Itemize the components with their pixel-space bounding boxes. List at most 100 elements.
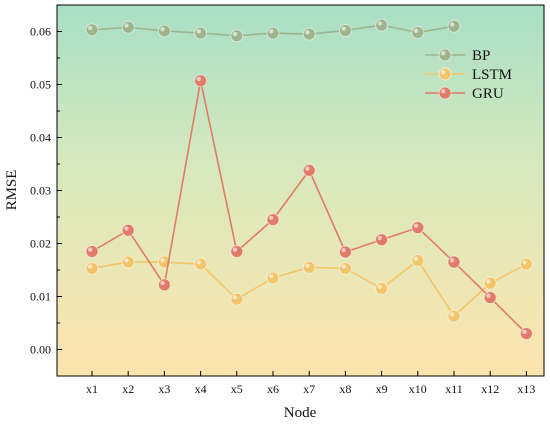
legend-marker-highlight: [441, 89, 446, 94]
data-point-highlight: [341, 264, 346, 269]
data-point-gru: [266, 213, 280, 227]
data-point-bp: [302, 27, 316, 41]
x-axis-title: Node: [284, 405, 317, 421]
data-point-highlight: [124, 23, 129, 28]
data-point-highlight: [160, 280, 165, 286]
plot-background: [57, 5, 544, 376]
data-point-highlight: [232, 31, 238, 37]
data-point-lstm: [266, 271, 280, 285]
data-point-bp: [121, 20, 135, 34]
data-point-lstm: [375, 282, 389, 296]
data-point-gru: [157, 278, 171, 292]
data-point-bp: [85, 23, 99, 37]
data-point-highlight: [377, 235, 382, 241]
legend-marker: [438, 67, 452, 81]
legend-item-bp: BP: [425, 48, 490, 64]
data-point-highlight: [124, 226, 129, 231]
y-tick-label: 0.05: [30, 78, 51, 92]
x-tick-label: x4: [195, 382, 207, 396]
y-tick-label: 0.01: [30, 290, 51, 304]
data-point-highlight: [522, 329, 527, 334]
data-point-highlight: [88, 264, 93, 269]
y-axis: 0.00 0.01 0.02 0.03 0.04 0.05 0.06: [30, 25, 62, 357]
data-point-gru: [194, 74, 208, 88]
data-point-highlight: [413, 256, 419, 261]
data-point-bp: [230, 29, 244, 43]
data-point-highlight: [377, 284, 382, 289]
x-tick-label: x6: [267, 382, 279, 396]
series-layer: [85, 18, 533, 341]
data-point-lstm: [194, 257, 208, 271]
data-point-highlight: [341, 247, 346, 253]
data-point-bp: [194, 26, 208, 40]
data-point-lstm: [411, 253, 425, 267]
data-point-lstm: [85, 261, 99, 275]
y-tick-label: 0.04: [30, 131, 51, 145]
data-point-lstm: [447, 309, 461, 323]
data-point-highlight: [196, 260, 201, 265]
data-point-highlight: [160, 26, 165, 32]
x-tick-label: x13: [517, 382, 535, 396]
data-point-highlight: [88, 25, 93, 31]
legend-item-gru: GRU: [425, 86, 504, 102]
series-gru: [85, 74, 533, 341]
y-tick-label: 0.03: [30, 184, 51, 198]
data-point-lstm: [230, 292, 244, 306]
data-point-gru: [375, 233, 389, 247]
data-point-lstm: [121, 255, 135, 269]
data-point-highlight: [232, 295, 238, 300]
x-tick-label: x3: [158, 382, 170, 396]
legend-label: LSTM: [472, 67, 512, 83]
data-point-highlight: [305, 30, 310, 35]
data-point-lstm: [483, 276, 497, 290]
x-tick-label: x9: [376, 382, 388, 396]
data-point-highlight: [341, 26, 346, 31]
data-point-gru: [447, 255, 461, 269]
legend-label: BP: [472, 48, 490, 64]
y-axis-title: RMSE: [4, 170, 20, 211]
data-point-gru: [519, 327, 533, 341]
data-point-highlight: [124, 258, 129, 263]
data-point-lstm: [338, 261, 352, 275]
data-point-bp: [338, 23, 352, 37]
data-point-highlight: [486, 279, 491, 284]
data-point-highlight: [413, 28, 419, 33]
data-point-highlight: [88, 247, 93, 252]
x-tick-label: x7: [303, 382, 315, 396]
data-point-highlight: [269, 29, 274, 34]
x-tick-label: x8: [339, 382, 351, 396]
legend-label: GRU: [472, 86, 504, 102]
x-axis: x1 x2 x3 x4 x5 x6 x7 x8 x9 x10 x11 x12 x13: [86, 371, 535, 396]
x-tick-label: x2: [122, 382, 134, 396]
x-tick-label: x11: [445, 382, 463, 396]
data-point-highlight: [450, 258, 455, 263]
data-point-gru: [121, 223, 135, 237]
data-point-gru: [302, 163, 316, 177]
data-point-highlight: [305, 166, 310, 171]
data-point-lstm: [302, 260, 316, 274]
data-point-highlight: [522, 260, 527, 265]
data-point-highlight: [377, 21, 382, 26]
data-point-highlight: [269, 273, 274, 279]
legend: BP LSTM GRU: [425, 48, 512, 102]
data-point-gru: [230, 244, 244, 258]
data-point-highlight: [450, 312, 455, 317]
x-tick-label: x1: [86, 382, 98, 396]
data-point-highlight: [196, 76, 201, 82]
x-tick-label: x5: [231, 382, 243, 396]
data-point-gru: [411, 221, 425, 235]
data-point-highlight: [413, 223, 419, 228]
legend-marker-highlight: [441, 70, 446, 75]
data-point-bp: [375, 18, 389, 32]
data-point-bp: [157, 24, 171, 38]
y-tick-label: 0.02: [30, 237, 51, 251]
x-tick-label: x12: [481, 382, 499, 396]
y-tick-label: 0.00: [30, 343, 51, 357]
data-point-gru: [483, 291, 497, 305]
y-tick-label: 0.06: [30, 25, 51, 39]
data-point-highlight: [450, 22, 455, 27]
x-tick-label: x10: [409, 382, 427, 396]
legend-item-lstm: LSTM: [425, 67, 512, 83]
legend-marker: [438, 86, 452, 100]
